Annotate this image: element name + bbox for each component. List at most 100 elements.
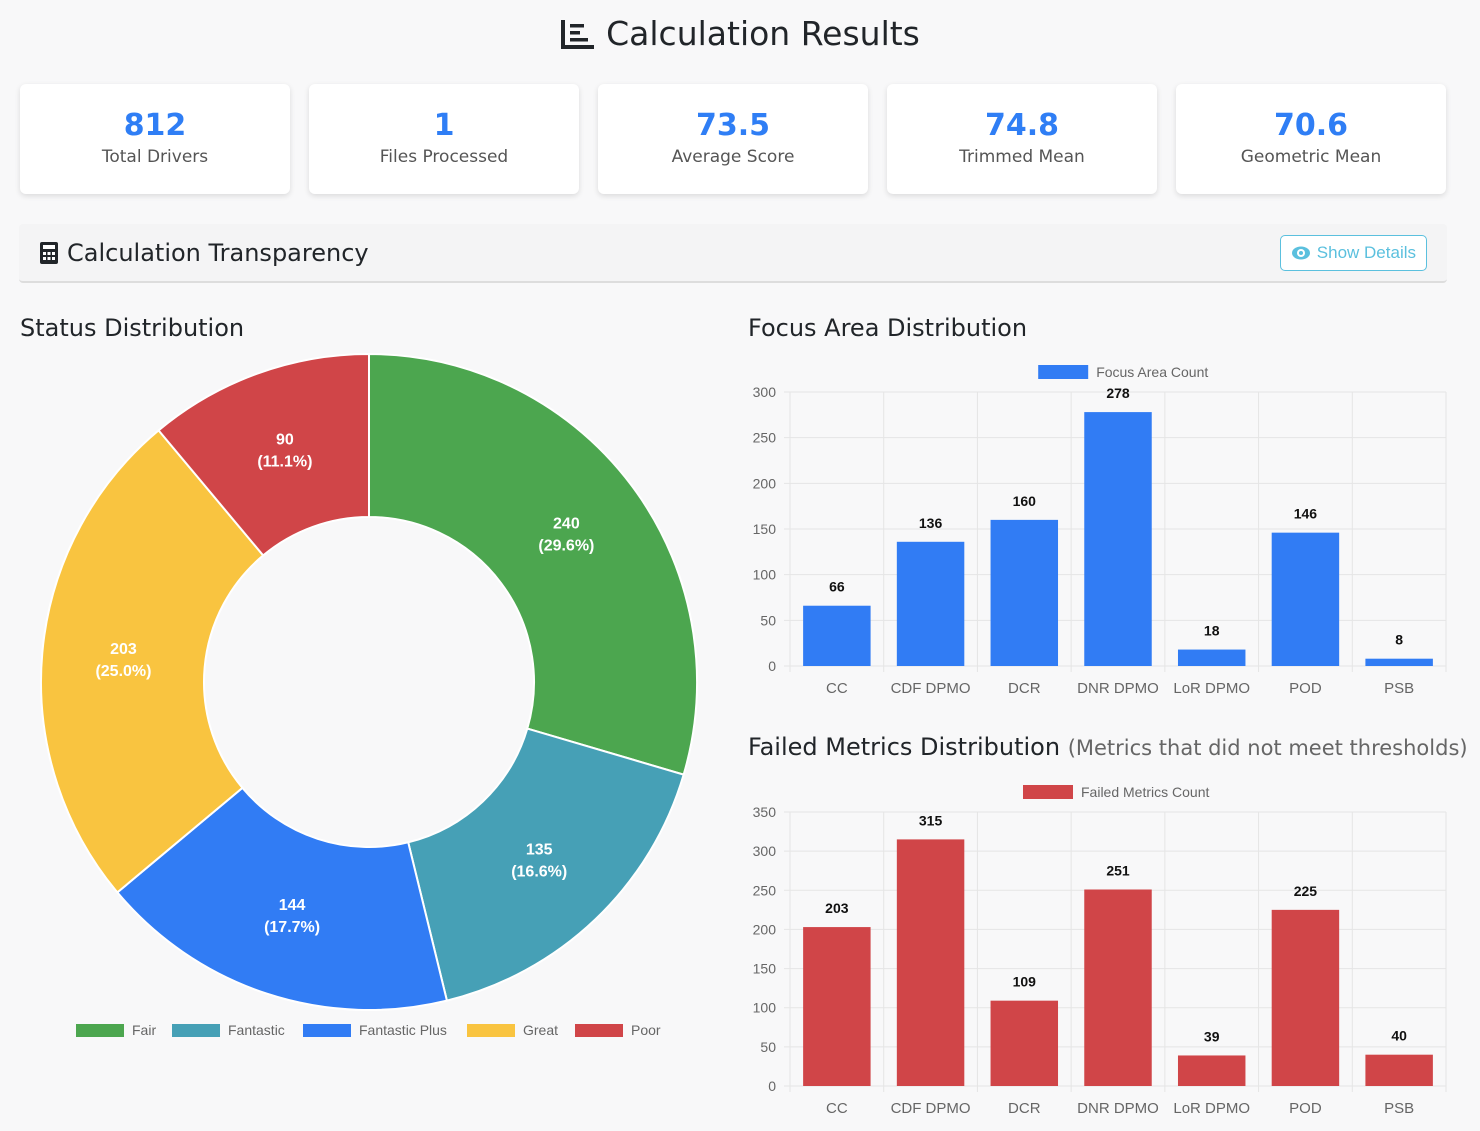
legend-swatch	[1023, 785, 1073, 799]
y-tick-label: 250	[753, 430, 777, 446]
bar-value-label: 109	[1013, 974, 1037, 990]
calculator-icon	[40, 241, 58, 264]
legend-swatch	[1038, 365, 1089, 379]
stat-label: Files Processed	[379, 147, 509, 167]
bar-value-label: 136	[919, 515, 943, 531]
bar-value-label: 8	[1395, 632, 1403, 648]
slice-percent-label: (25.0%)	[95, 663, 151, 680]
bar-value-label: 146	[1294, 506, 1318, 522]
y-tick-label: 300	[753, 384, 777, 400]
stat-value: 74.8	[984, 108, 1060, 143]
stats-cards: 812 Total Drivers 1 Files Processed 73.5 Av…	[20, 84, 1446, 194]
bar-lor-dpmo	[1177, 649, 1246, 666]
stat-label: Average Score	[671, 147, 795, 167]
bar-dnr-dpmo	[1084, 412, 1152, 666]
x-tick-label: DCR	[1008, 680, 1041, 697]
x-tick-label: DNR DPMO	[1077, 1100, 1159, 1117]
slice-percent-label: (11.1%)	[257, 453, 312, 470]
stat-label: Trimmed Mean	[959, 147, 1085, 167]
slice-value-label: 144	[279, 897, 306, 914]
y-tick-label: 50	[760, 612, 776, 628]
donut-slice-fair	[368, 352, 698, 776]
stat-card-files-processed: 1 Files Processed	[309, 84, 579, 194]
x-tick-label: DCR	[1008, 1100, 1041, 1117]
x-tick-label: CC	[826, 1100, 848, 1117]
legend-label: Poor	[631, 1022, 661, 1038]
legend-swatch	[575, 1024, 623, 1037]
stat-label: Geometric Mean	[1240, 147, 1382, 167]
donut-slice-great	[40, 428, 265, 894]
bar-cdf-dpmo	[896, 839, 965, 1086]
x-tick-label: LoR DPMO	[1173, 680, 1250, 697]
stat-value: 73.5	[695, 108, 771, 143]
stat-value: 1	[433, 108, 455, 143]
y-tick-label: 250	[753, 882, 777, 898]
legend-label: Focus Area Count	[1096, 364, 1208, 380]
bar-chart-icon	[561, 19, 595, 49]
show-details-button[interactable]: Show Details	[1279, 234, 1427, 271]
y-tick-label: 100	[753, 567, 777, 583]
legend-label: Failed Metrics Count	[1081, 784, 1209, 800]
y-tick-label: 100	[753, 1000, 777, 1016]
x-tick-label: DNR DPMO	[1077, 680, 1159, 697]
slice-percent-label: (17.7%)	[264, 919, 320, 936]
legend-label: Fair	[132, 1022, 156, 1038]
failed-metrics-note: (Metrics that did not meet thresholds)	[1067, 736, 1468, 760]
y-tick-label: 50	[760, 1039, 776, 1055]
x-tick-label: CDF DPMO	[891, 680, 971, 697]
donut-slice-fantastic	[406, 727, 685, 1002]
bar-value-label: 203	[825, 900, 849, 916]
bar-pod	[1271, 909, 1340, 1086]
bar-value-label: 39	[1204, 1028, 1220, 1044]
bar-dcr	[990, 519, 1059, 666]
stat-value: 70.6	[1273, 108, 1349, 143]
focus-area-title: Focus Area Distribution	[748, 314, 1028, 342]
y-tick-label: 0	[768, 658, 776, 674]
slice-value-label: 203	[110, 641, 137, 658]
bar-dnr-dpmo	[1084, 889, 1152, 1086]
x-tick-label: PSB	[1384, 680, 1414, 697]
eye-icon	[1291, 246, 1310, 259]
slice-value-label: 135	[526, 841, 553, 858]
bar-value-label: 66	[829, 579, 845, 595]
bar-value-label: 278	[1106, 385, 1130, 401]
donut-slice-poor	[157, 352, 370, 557]
bar-pod	[1271, 532, 1340, 666]
y-tick-label: 200	[753, 921, 777, 937]
status-donut-chart: 240 (29.6%) 135 (16.6%) 144 (17.7%) 203 (25.0%)…	[40, 352, 698, 1038]
bar-cdf-dpmo	[896, 541, 965, 666]
title-text: Calculation Results	[606, 14, 920, 53]
y-tick-label: 200	[753, 475, 777, 491]
failed-metrics-title-text: Failed Metrics Distribution	[748, 733, 1061, 761]
donut-slice-fantastic-plus	[115, 786, 449, 1011]
legend-label: Great	[523, 1022, 558, 1038]
x-tick-label: CDF DPMO	[891, 1100, 971, 1117]
slice-percent-label: (16.6%)	[511, 863, 567, 880]
x-tick-label: PSB	[1384, 1100, 1414, 1117]
y-tick-label: 300	[753, 843, 777, 859]
bar-psb	[1365, 658, 1433, 666]
bar-cc	[803, 927, 871, 1086]
legend-label: Fantastic	[228, 1022, 285, 1038]
y-tick-label: 150	[753, 961, 777, 977]
failed-metrics-title: Failed Metrics Distribution (Metrics tha…	[748, 733, 1468, 761]
x-tick-label: LoR DPMO	[1173, 1100, 1250, 1117]
stat-value: 812	[123, 108, 187, 143]
legend-swatch	[172, 1024, 220, 1037]
legend-swatch	[467, 1024, 515, 1037]
stat-card-geometric-mean: 70.6 Geometric Mean	[1176, 84, 1446, 194]
bar-lor-dpmo	[1177, 1055, 1246, 1086]
x-tick-label: POD	[1289, 680, 1322, 697]
bar-value-label: 160	[1013, 493, 1037, 509]
y-tick-label: 0	[768, 1078, 776, 1094]
bar-value-label: 251	[1106, 863, 1130, 879]
bar-value-label: 40	[1391, 1028, 1407, 1044]
bar-value-label: 315	[919, 812, 943, 828]
calculation-transparency-header: Calculation Transparency Show Details	[19, 224, 1447, 283]
x-tick-label: POD	[1289, 1100, 1322, 1117]
focus-area-bar-chart: 0 50 100 150 200 250 300 Focus Area Count 66 CC 13…	[753, 364, 1447, 697]
transparency-title: Calculation Transparency	[39, 239, 369, 267]
y-tick-label: 150	[753, 521, 777, 537]
slice-value-label: 240	[553, 515, 580, 532]
transparency-title-text: Calculation Transparency	[67, 238, 369, 267]
